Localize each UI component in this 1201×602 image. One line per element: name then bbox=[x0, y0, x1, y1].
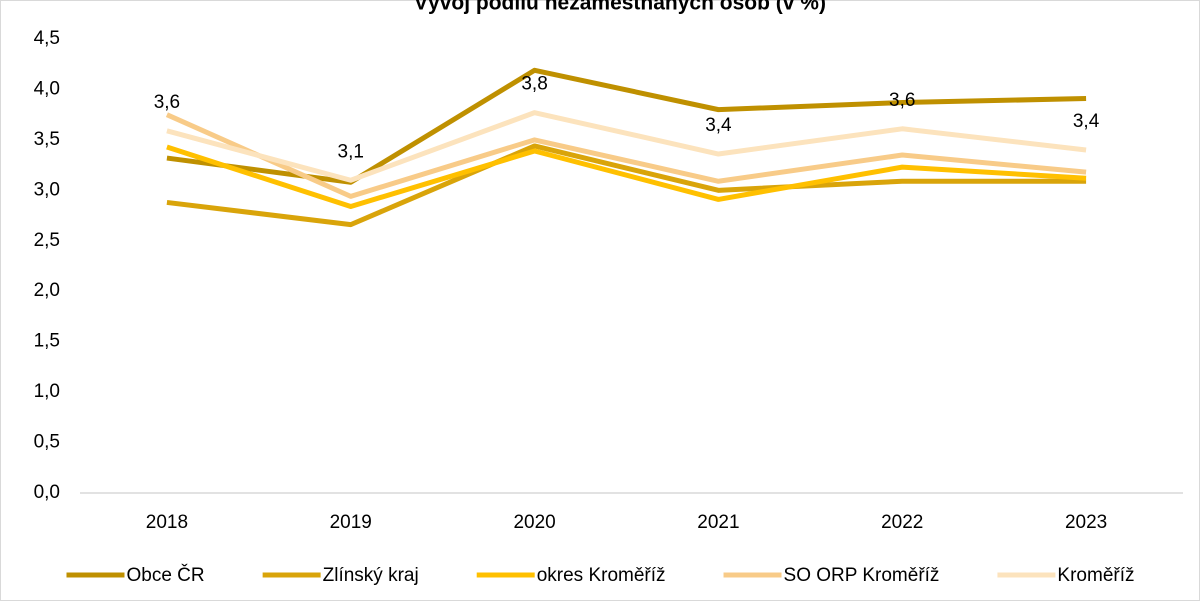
series-line bbox=[166, 143, 1087, 228]
x-tick-label: 2019 bbox=[330, 512, 372, 533]
x-tick-label: 2020 bbox=[513, 512, 555, 533]
x-tick-label: 2022 bbox=[881, 512, 923, 533]
y-tick-label: 1,0 bbox=[34, 381, 60, 402]
data-label: 3,4 bbox=[1073, 111, 1100, 132]
legend-label: okres Kroměříž bbox=[537, 565, 666, 586]
series-line bbox=[165, 112, 1087, 199]
legend-label: Zlínský kraj bbox=[323, 565, 419, 586]
series-line bbox=[166, 144, 1087, 209]
data-label: 3,4 bbox=[705, 115, 732, 136]
legend-label: SO ORP Kroměříž bbox=[784, 565, 940, 586]
x-tick-label: 2021 bbox=[697, 512, 739, 533]
legend-label: Obce ČR bbox=[126, 564, 204, 586]
y-tick-label: 3,0 bbox=[34, 179, 60, 200]
y-tick-label: 4,0 bbox=[34, 78, 60, 99]
y-tick-label: 0,0 bbox=[34, 482, 60, 503]
y-tick-label: 4,5 bbox=[34, 28, 60, 49]
data-label: 3,6 bbox=[889, 90, 915, 111]
series-line bbox=[166, 67, 1087, 185]
data-label: 3,6 bbox=[154, 92, 180, 113]
y-tick-label: 2,5 bbox=[34, 230, 60, 251]
y-tick-label: 3,5 bbox=[34, 129, 60, 150]
data-label: 3,1 bbox=[338, 141, 364, 162]
data-label: 3,8 bbox=[521, 74, 547, 95]
y-tick-label: 0,5 bbox=[34, 432, 60, 453]
x-tick-label: 2018 bbox=[146, 512, 188, 533]
chart-title: Vývoj podílu nezaměstnaných osob (v %) bbox=[414, 0, 826, 15]
y-tick-label: 2,0 bbox=[34, 280, 60, 301]
y-tick-label: 1,5 bbox=[34, 331, 60, 352]
series-line bbox=[166, 110, 1087, 183]
x-tick-label: 2023 bbox=[1065, 512, 1107, 533]
legend-label: Kroměříž bbox=[1057, 565, 1134, 586]
